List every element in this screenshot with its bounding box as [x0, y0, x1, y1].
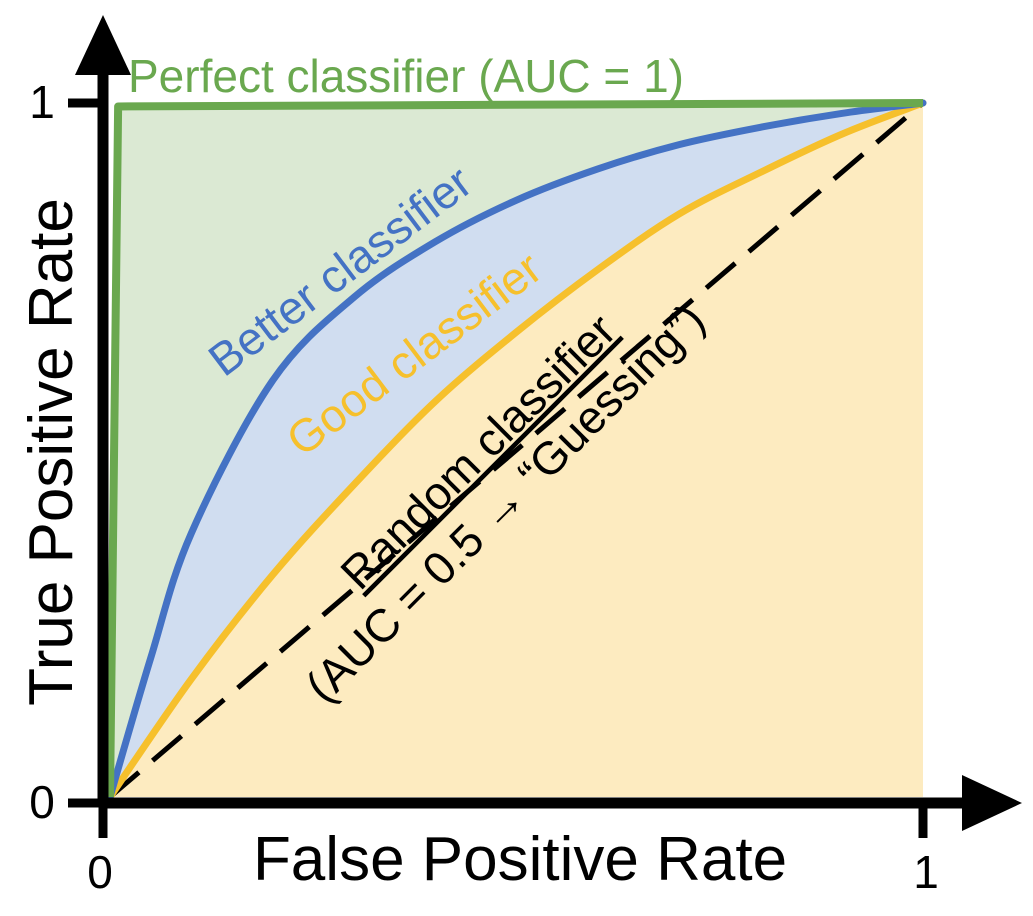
random-classifier-line: [108, 101, 925, 799]
y-axis-title: True Positive Rate: [17, 198, 86, 706]
better-classifier-curve: [106, 99, 927, 801]
perfect-classifier-label: Perfect classifier (AUC = 1): [128, 50, 684, 102]
perfect-classifier-curve: [106, 99, 924, 798]
x-axis-title: False Positive Rate: [253, 825, 787, 894]
x-tick-1-label: 1: [913, 846, 939, 898]
x-tick-0-label: 0: [87, 846, 113, 898]
good-classifier-curve: [106, 99, 927, 801]
y-tick-1-label: 1: [29, 76, 55, 128]
x-axis-arrowhead: [962, 775, 1022, 831]
y-axis-arrowhead: [75, 15, 131, 75]
y-tick-0-label: 0: [29, 776, 55, 828]
